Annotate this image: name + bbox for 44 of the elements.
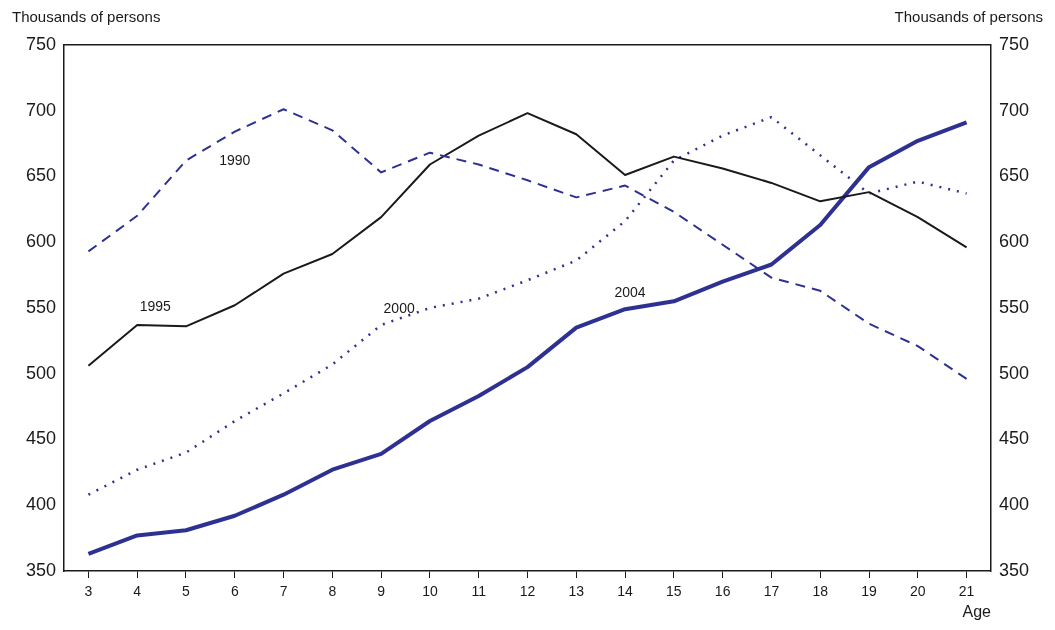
x-tick-label: 8 xyxy=(328,583,337,600)
y2-axis-title: Thousands of persons xyxy=(894,8,1043,26)
y-tick-label: 450 xyxy=(25,428,57,449)
x-tick-label: 21 xyxy=(958,583,975,600)
y-tick-label: 350 xyxy=(25,559,57,580)
y2-tick-label: 700 xyxy=(998,99,1030,120)
x-tick-label: 12 xyxy=(519,583,536,600)
x-tick-label: 19 xyxy=(861,583,877,600)
x-tick-label: 15 xyxy=(666,583,682,600)
y-tick-label: 550 xyxy=(25,296,57,317)
x-tick-label: 18 xyxy=(812,583,829,600)
x-tick-label: 5 xyxy=(182,583,191,600)
x-tick-label: 11 xyxy=(471,583,487,600)
series-label: 1990 xyxy=(219,152,251,169)
y2-tick-label: 500 xyxy=(998,362,1030,383)
x-tick-label: 7 xyxy=(279,583,288,600)
series-label: 1995 xyxy=(139,297,171,314)
y2-tick-label: 550 xyxy=(998,296,1030,317)
x-tick-label: 9 xyxy=(377,583,386,600)
x-tick-label: 16 xyxy=(714,583,731,600)
y2-tick-label: 400 xyxy=(998,494,1030,515)
y-tick-label: 750 xyxy=(25,33,57,54)
x-tick-label: 14 xyxy=(617,583,634,600)
y-tick-label: 650 xyxy=(25,165,57,186)
x-tick-label: 3 xyxy=(84,583,93,600)
y2-tick-label: 600 xyxy=(998,231,1030,252)
x-tick-label: 10 xyxy=(422,583,438,600)
y2-tick-label: 650 xyxy=(998,165,1030,186)
y2-tick-label: 750 xyxy=(998,33,1030,54)
x-tick-label: 6 xyxy=(230,583,239,600)
series-label: 2000 xyxy=(383,299,415,316)
y-tick-label: 400 xyxy=(25,494,57,515)
y-axis-title: Thousands of persons xyxy=(12,8,161,26)
x-tick-label: 13 xyxy=(568,583,585,600)
y-tick-label: 700 xyxy=(25,99,57,120)
series-label: 2004 xyxy=(614,284,646,301)
x-tick-label: 4 xyxy=(133,583,142,600)
y-tick-label: 500 xyxy=(25,362,57,383)
x-axis-title: Age xyxy=(962,602,992,620)
y2-tick-label: 450 xyxy=(998,428,1030,449)
y2-tick-label: 350 xyxy=(998,559,1030,580)
y-tick-label: 600 xyxy=(25,231,57,252)
x-tick-label: 17 xyxy=(763,583,780,600)
x-tick-label: 20 xyxy=(910,583,926,600)
